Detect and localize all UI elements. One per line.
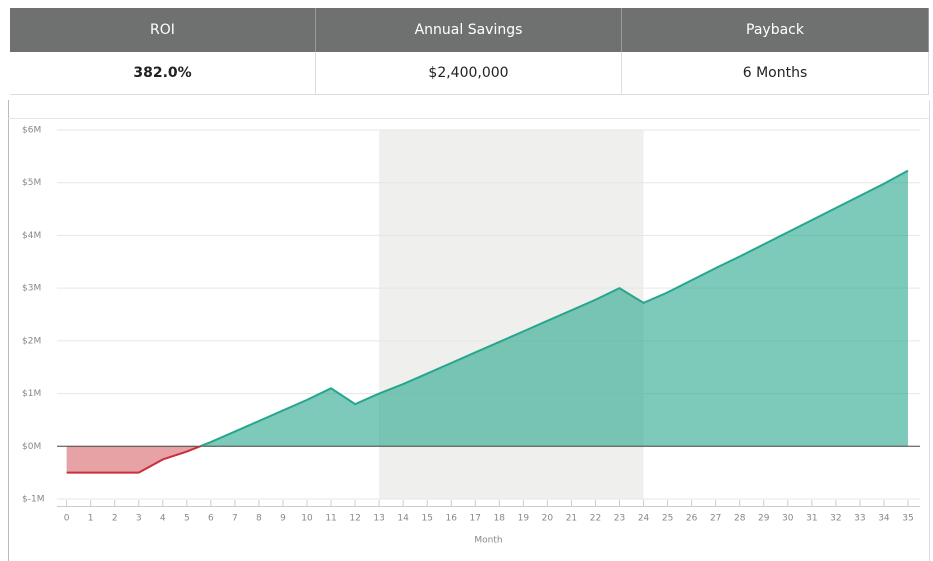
x-tick-label: 6 [208,514,214,524]
area-negative [66,446,908,473]
x-tick-label: 21 [566,514,577,524]
x-tick-label: 30 [782,514,794,524]
header-cell: Annual Savings [316,8,622,52]
header-cell: ROI [10,8,316,52]
y-tick-label: $5M [22,178,41,188]
x-tick-label: 5 [184,514,190,524]
area-positive [200,170,908,447]
x-tick-label: 2 [112,514,118,524]
x-tick-label: 14 [397,514,409,524]
x-tick-label: 34 [878,514,890,524]
x-axis-label: Month [474,536,502,546]
x-tick-label: 24 [638,514,650,524]
x-tick-label: 25 [662,514,673,524]
x-tick-label: 9 [280,514,286,524]
x-tick-label: 31 [806,514,817,524]
y-tick-label: $4M [22,231,41,241]
y-tick-label: $-1M [22,495,44,505]
x-tick-label: 4 [160,514,166,524]
x-tick-label: 16 [446,514,458,524]
x-tick-label: 10 [301,514,313,524]
x-tick-label: 20 [542,514,554,524]
value-cell: 6 Months [622,52,929,95]
line-positive [197,169,909,447]
value-cell: 382.0% [10,52,316,95]
x-tick-label: 8 [256,514,262,524]
x-tick-label: 19 [518,514,530,524]
x-tick-label: 17 [470,514,481,524]
x-tick-label: 11 [325,514,336,524]
x-tick-label: 32 [830,514,841,524]
x-tick-label: 26 [686,514,698,524]
x-tick-label: 29 [758,514,770,524]
x-tick-label: 1 [88,514,94,524]
x-tick-label: 3 [136,514,142,524]
x-tick-label: 12 [349,514,360,524]
x-tick-label: 27 [710,514,721,524]
y-tick-label: $6M [22,126,41,136]
x-tick-label: 28 [734,514,746,524]
x-tick-label: 0 [64,514,70,524]
x-tick-label: 13 [373,514,384,524]
y-tick-label: $0M [22,442,41,452]
x-tick-label: 18 [494,514,506,524]
y-tick-label: $2M [22,336,41,346]
x-tick-label: 7 [232,514,238,524]
x-tick-label: 23 [614,514,625,524]
summary-table: ROI Annual Savings Payback 382.0% $2,400… [10,8,929,95]
x-tick-label: 15 [421,514,432,524]
value-cell: $2,400,000 [316,52,622,95]
y-tick-label: $3M [22,284,41,294]
x-tick-label: 22 [590,514,601,524]
header-cell: Payback [622,8,929,52]
y-tick-label: $1M [22,389,41,399]
x-tick-label: 33 [854,514,865,524]
x-tick-label: 35 [902,514,913,524]
